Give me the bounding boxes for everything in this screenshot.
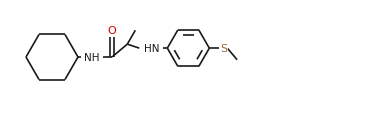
Text: S: S <box>220 44 227 54</box>
Text: O: O <box>108 26 116 36</box>
Text: HN: HN <box>144 44 159 54</box>
Text: NH: NH <box>84 53 100 62</box>
